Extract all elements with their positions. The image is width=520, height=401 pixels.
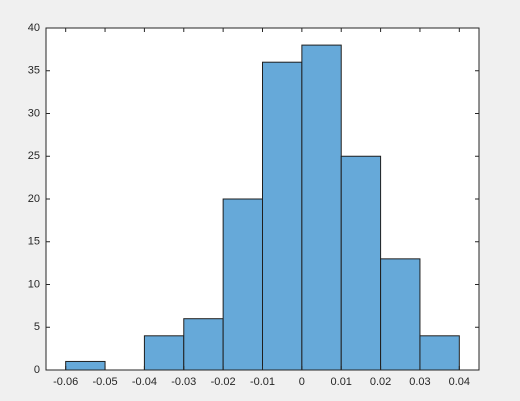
x-tick-label: -0.01 [250, 376, 275, 388]
x-tick-label: 0.03 [409, 376, 430, 388]
y-tick-label: 30 [28, 107, 40, 119]
x-tick-label: -0.06 [53, 376, 78, 388]
bar [183, 318, 224, 371]
y-tick-label: 0 [34, 364, 40, 376]
bar [340, 155, 382, 371]
x-tick-label: -0.03 [171, 376, 196, 388]
y-tick-label: 40 [28, 22, 40, 34]
bar [419, 335, 460, 371]
x-tick-label: 0.04 [449, 376, 470, 388]
x-tick-label: 0 [299, 376, 305, 388]
y-tick-label: 25 [28, 150, 40, 162]
y-tick-label: 5 [34, 321, 40, 333]
y-tick-label: 10 [28, 278, 40, 290]
bar [65, 360, 106, 371]
y-tick-label: 15 [28, 236, 40, 248]
x-tick-label: -0.04 [132, 376, 157, 388]
y-tick-label: 35 [28, 65, 40, 77]
bar [143, 335, 185, 371]
bar [301, 44, 342, 371]
bar [262, 61, 303, 371]
bar [380, 258, 421, 371]
x-tick-label: -0.02 [211, 376, 236, 388]
y-tick-label: 20 [28, 193, 40, 205]
x-tick-label: -0.05 [93, 376, 118, 388]
bar [222, 198, 264, 371]
x-tick-label: 0.01 [331, 376, 352, 388]
x-tick-label: 0.02 [370, 376, 391, 388]
